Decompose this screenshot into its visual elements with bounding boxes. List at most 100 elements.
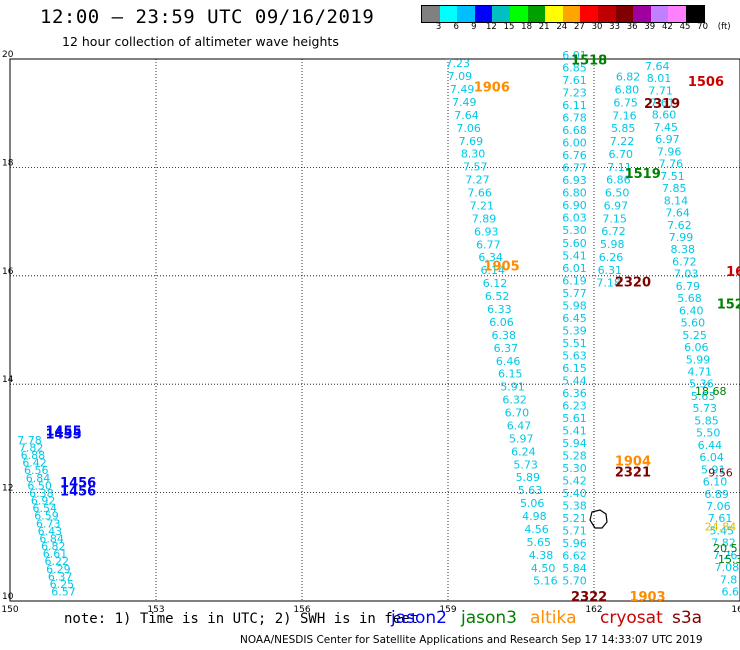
swh-value: 5.63 (562, 349, 587, 362)
swh-value: 7.78 (17, 434, 42, 447)
swh-value: 5.16 (533, 575, 558, 588)
swh-value: 6.25 (50, 578, 75, 591)
swh-value: 6.06 (684, 341, 709, 354)
swh-value: 6.14 (481, 264, 506, 277)
legend-altika: altika (530, 608, 577, 628)
swh-value: 5.60 (562, 237, 587, 250)
legend-label: 9 (471, 22, 477, 32)
swh-value: 6.00 (562, 137, 587, 150)
swh-value: 5.61 (562, 412, 587, 425)
legend-label: 30 (591, 22, 603, 32)
legend-label: 27 (573, 22, 585, 32)
track-time-label: 2319 (644, 97, 680, 112)
legend-jason2: jason2 (391, 608, 447, 628)
swh-value: 7.06 (706, 500, 731, 513)
swh-value: 7.85 (662, 182, 687, 195)
swh-value: 6.85 (562, 62, 587, 75)
legend-label: 6 (453, 22, 459, 32)
swh-value: 5.41 (562, 249, 587, 262)
lon-tick-label: 150 (1, 605, 18, 615)
swh-value: 5.77 (562, 287, 587, 300)
track-time-label: 1904 (615, 455, 651, 470)
swh-value: 6.44 (698, 439, 723, 452)
swh-value: 6.76 (562, 149, 587, 162)
swh-value: 6.37 (48, 570, 73, 583)
swh-value: 5.65 (527, 536, 552, 549)
swh-value: 5.84 (562, 562, 587, 575)
swh-value: 7.09 (448, 70, 473, 83)
swh-value: 6.6 (722, 586, 740, 599)
legend-swatch (545, 6, 563, 22)
legend-swatch (597, 6, 616, 22)
grid-lines (10, 59, 740, 601)
swh-value: 7.22 (610, 135, 635, 148)
swh-value: 6.26 (599, 251, 624, 264)
swh-value: 5.91 (500, 381, 525, 394)
legend-swatch (633, 6, 651, 22)
track-time-label: 1456 (60, 484, 96, 499)
page-title: 12:00 – 23:59 UTC 09/16/2019 (40, 6, 375, 28)
swh-value: 5.68 (677, 292, 702, 305)
swh-value: 5.36 (689, 378, 714, 391)
swh-value: 6.90 (562, 199, 587, 212)
track-time-label: 1906 (474, 81, 510, 96)
lon-tick-label: 162 (585, 605, 602, 615)
swh-value: 6.61 (43, 548, 68, 561)
swh-value: 7.18 (596, 277, 621, 290)
legend-swatch (685, 6, 704, 22)
track-time-label: 16 (726, 265, 740, 280)
swh-value: 5.30 (562, 462, 587, 475)
swh-value: 7.06 (456, 122, 481, 135)
swh-value-highlight: 9.56 (708, 466, 733, 479)
swh-value: 6.73 (36, 517, 61, 530)
swh-value-highlight: 15.3 (718, 553, 740, 566)
color-legend (421, 5, 705, 23)
swh-value: 5.63 (691, 390, 716, 403)
legend-label: 45 (679, 22, 691, 32)
lat-tick-label: 10 (2, 592, 14, 602)
swh-value: 6.80 (562, 187, 587, 200)
track-time-label: 1506 (688, 75, 724, 90)
legend-swatch (527, 6, 546, 22)
swh-value: 8.30 (461, 148, 486, 161)
swh-value: 6.24 (511, 445, 536, 458)
swh-value: 5.96 (562, 537, 587, 550)
swh-value: 6.15 (562, 362, 587, 375)
swh-value: 7.03 (674, 268, 699, 281)
swh-value: 5.30 (562, 224, 587, 237)
legend-cryosat: cryosat (600, 608, 663, 628)
swh-value: 6.97 (604, 199, 629, 212)
swh-value: 6.46 (496, 355, 521, 368)
swh-value: 7.61 (562, 74, 587, 87)
swh-value: 5.71 (562, 525, 587, 538)
swh-value: 5.89 (516, 471, 541, 484)
swh-value: 6.77 (476, 238, 501, 251)
swh-value: 6.01 (562, 262, 587, 275)
swh-value: 8.60 (652, 109, 677, 122)
swh-value: 5.06 (520, 497, 545, 510)
legend-label: 24 (556, 22, 568, 32)
swh-value: 6.82 (616, 71, 641, 84)
swh-value: 6.72 (672, 255, 697, 268)
legend-label: 39 (644, 22, 656, 32)
swh-value: 6.82 (41, 540, 66, 553)
swh-value: 5.25 (682, 329, 707, 342)
swh-value: 6.59 (34, 510, 59, 523)
swh-value: 6.47 (507, 419, 532, 432)
swh-value: 5.94 (562, 437, 587, 450)
swh-value: 6.15 (498, 368, 523, 381)
swh-value: 5.91 (701, 463, 726, 476)
swh-tracks: 7.237.097.497.497.647.067.698.307.577.27… (17, 49, 740, 599)
swh-value: 7.89 (472, 212, 497, 225)
lon-tick-label: 156 (293, 605, 310, 615)
swh-value: 6.92 (31, 495, 56, 508)
swh-value: 5.28 (562, 450, 587, 463)
swh-value: 6.04 (699, 451, 724, 464)
track-time-label: 1455 (45, 425, 81, 440)
swh-value: 6.86 (606, 174, 631, 187)
lat-tick-label: 18 (2, 158, 14, 168)
track-time-label: 1905 (483, 259, 519, 274)
swh-value: 5.42 (562, 475, 587, 488)
legend-swatch (474, 6, 493, 22)
